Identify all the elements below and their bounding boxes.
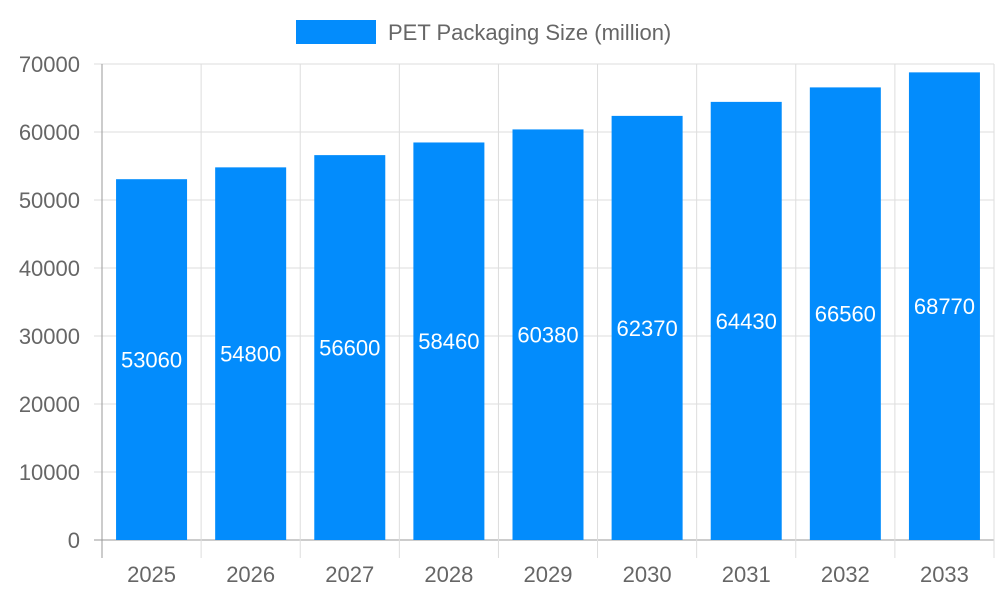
data-label: 54800 xyxy=(220,342,281,367)
y-tick-label: 0 xyxy=(68,528,80,553)
data-label: 66560 xyxy=(815,302,876,327)
data-label: 62370 xyxy=(617,316,678,341)
data-label: 60380 xyxy=(517,323,578,348)
data-label: 68770 xyxy=(914,294,975,319)
bar xyxy=(611,115,683,540)
x-tick-label: 2028 xyxy=(424,562,473,587)
bar xyxy=(314,155,386,540)
x-tick-label: 2030 xyxy=(623,562,672,587)
data-label: 58460 xyxy=(418,329,479,354)
legend-label: PET Packaging Size (million) xyxy=(388,20,671,45)
x-tick-label: 2027 xyxy=(325,562,374,587)
data-label: 64430 xyxy=(716,309,777,334)
x-tick-label: 2026 xyxy=(226,562,275,587)
bar xyxy=(512,129,584,540)
bar xyxy=(116,179,188,540)
data-label: 56600 xyxy=(319,336,380,361)
x-tick-label: 2032 xyxy=(821,562,870,587)
y-tick-label: 40000 xyxy=(19,256,80,281)
x-tick-label: 2031 xyxy=(722,562,771,587)
y-tick-label: 30000 xyxy=(19,324,80,349)
bar xyxy=(215,167,287,541)
y-tick-label: 60000 xyxy=(19,120,80,145)
x-tick-label: 2033 xyxy=(920,562,969,587)
y-tick-label: 20000 xyxy=(19,392,80,417)
data-label: 53060 xyxy=(121,348,182,373)
y-tick-label: 10000 xyxy=(19,460,80,485)
x-tick-label: 2029 xyxy=(524,562,573,587)
bar xyxy=(908,72,980,540)
bar xyxy=(413,142,485,541)
legend-swatch xyxy=(296,20,376,44)
y-tick-label: 70000 xyxy=(19,52,80,77)
x-tick-label: 2025 xyxy=(127,562,176,587)
y-tick-label: 50000 xyxy=(19,188,80,213)
bar xyxy=(710,101,782,540)
bar xyxy=(809,87,881,540)
